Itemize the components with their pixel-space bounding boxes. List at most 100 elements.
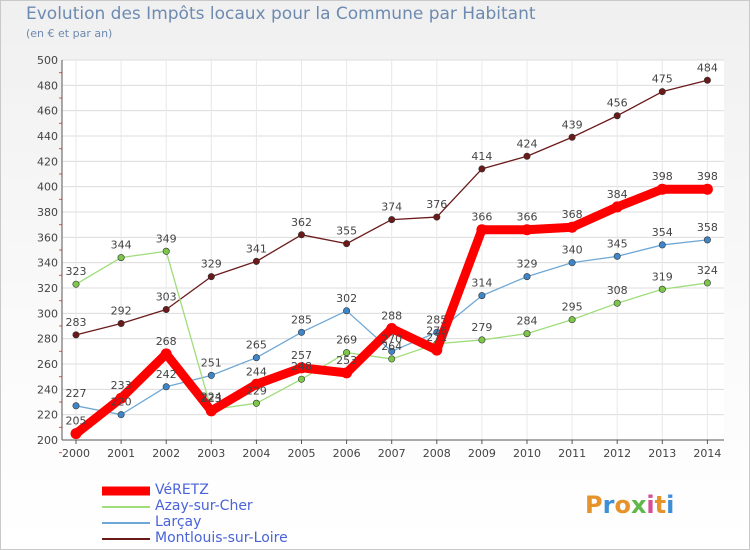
data-label: 308 xyxy=(607,284,628,297)
data-label: 324 xyxy=(697,264,718,277)
data-label: 329 xyxy=(517,258,538,271)
data-point xyxy=(478,292,486,300)
data-point xyxy=(343,307,351,315)
x-tick-label: 2014 xyxy=(693,447,721,460)
data-point xyxy=(162,247,170,255)
data-point xyxy=(70,428,82,440)
data-label: 233 xyxy=(111,379,132,392)
x-tick-label: 2006 xyxy=(333,447,361,460)
data-point xyxy=(117,254,125,262)
data-point xyxy=(160,348,172,360)
proxiti-logo: Proxiti xyxy=(585,491,674,519)
data-label: 319 xyxy=(652,270,673,283)
y-tick-label: 300 xyxy=(37,307,58,320)
data-label: 283 xyxy=(66,316,87,329)
chart-subtitle: (en € et par an) xyxy=(26,27,113,40)
y-tick-label: 500 xyxy=(37,54,58,67)
data-label: 475 xyxy=(652,73,673,86)
data-point xyxy=(523,273,531,281)
y-tick-label: 320 xyxy=(37,282,58,295)
data-label: 285 xyxy=(291,313,312,326)
logo-letter: x xyxy=(630,491,647,519)
data-point xyxy=(207,371,215,379)
data-point xyxy=(296,362,307,374)
data-point xyxy=(297,231,305,239)
data-point xyxy=(386,323,398,335)
data-point xyxy=(252,354,260,362)
data-point xyxy=(658,285,666,293)
data-point xyxy=(297,328,305,336)
x-tick-label: 2001 xyxy=(107,447,135,460)
data-point xyxy=(72,280,80,288)
data-label: 288 xyxy=(381,310,402,323)
logo-letter: t xyxy=(654,491,667,519)
x-tick-label: 2010 xyxy=(513,447,541,460)
legend-label: VéRETZ xyxy=(155,482,209,498)
legend-label: Larçay xyxy=(155,514,202,530)
legend-label: Azay-sur-Cher xyxy=(155,498,253,514)
y-tick-label: 460 xyxy=(37,105,58,118)
y-tick-label: 420 xyxy=(37,155,58,168)
data-point xyxy=(205,405,217,417)
data-point xyxy=(297,375,305,383)
data-label: 349 xyxy=(156,232,177,245)
plot-area xyxy=(62,60,724,440)
grid xyxy=(62,59,724,441)
data-point xyxy=(658,88,666,96)
data-label: 268 xyxy=(156,335,177,348)
data-point xyxy=(115,392,127,404)
data-point xyxy=(162,306,170,314)
data-point xyxy=(656,183,668,195)
data-point xyxy=(701,183,713,195)
data-label: 265 xyxy=(246,339,267,352)
data-labels: 283 292 303 329 341 362 355 374 376 414 424 439 456 4… xyxy=(66,61,718,427)
data-point xyxy=(431,344,443,356)
y-tick-label: 280 xyxy=(37,333,58,346)
data-label: 329 xyxy=(201,258,222,271)
y-tick-label: 480 xyxy=(37,79,58,92)
data-label: 366 xyxy=(517,211,538,224)
data-label: 285 xyxy=(426,313,447,326)
data-label: 253 xyxy=(336,354,357,367)
data-label: 223 xyxy=(201,392,222,405)
axes: 200 220 240 260 280 300 320 340 360 380 400 420 440 4… xyxy=(37,54,724,460)
data-label: 344 xyxy=(111,239,132,252)
x-tick-label: 2005 xyxy=(288,447,316,460)
chart-title: Evolution des Impôts locaux pour la Comm… xyxy=(26,4,536,24)
data-label: 484 xyxy=(697,61,718,74)
data-label: 376 xyxy=(426,198,447,211)
data-label: 366 xyxy=(471,211,492,224)
x-tick-label: 2007 xyxy=(378,447,406,460)
data-label: 270 xyxy=(381,332,402,345)
legend xyxy=(102,486,150,540)
data-point xyxy=(568,316,576,324)
data-label: 227 xyxy=(66,387,87,400)
data-label: 374 xyxy=(381,201,402,214)
data-label: 302 xyxy=(336,292,357,305)
data-point xyxy=(250,378,262,390)
data-label: 323 xyxy=(66,265,87,278)
x-tick-label: 2013 xyxy=(648,447,676,460)
data-label: 224 xyxy=(201,391,222,404)
y-tick-label: 380 xyxy=(37,206,58,219)
data-label: 257 xyxy=(291,349,312,362)
data-point xyxy=(252,399,260,407)
x-tick-label: 2008 xyxy=(423,447,451,460)
data-label: 384 xyxy=(607,188,628,201)
data-point xyxy=(523,152,531,160)
data-label: 303 xyxy=(156,291,177,304)
data-point xyxy=(72,331,80,339)
y-tick-label: 340 xyxy=(37,257,58,270)
data-point xyxy=(341,367,353,379)
x-tick-label: 2003 xyxy=(197,447,225,460)
data-point xyxy=(613,252,621,260)
data-label: 341 xyxy=(246,242,267,255)
x-tick-label: 2002 xyxy=(152,447,180,460)
data-point xyxy=(478,336,486,344)
data-label: 271 xyxy=(426,331,447,344)
data-label: 284 xyxy=(517,315,538,328)
data-label: 358 xyxy=(697,221,718,234)
logo-letter: i xyxy=(646,491,655,519)
data-point xyxy=(388,355,396,363)
data-point xyxy=(388,216,396,224)
